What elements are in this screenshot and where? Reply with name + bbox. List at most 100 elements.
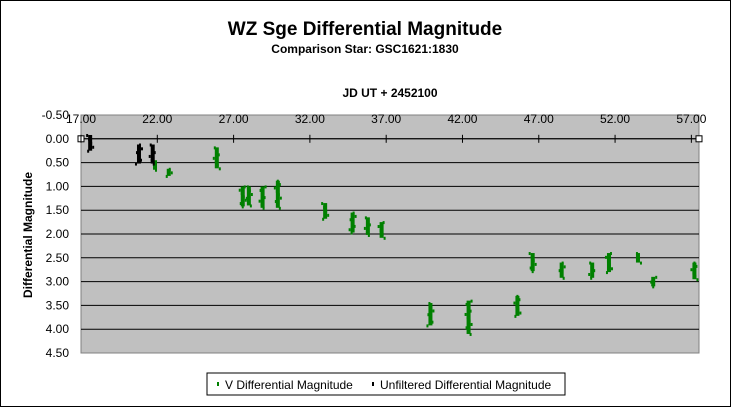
data-point <box>468 319 471 323</box>
data-point <box>426 324 429 328</box>
legend-box <box>206 372 566 396</box>
data-point <box>467 306 470 310</box>
data-point <box>241 205 244 209</box>
legend-marker-unfiltered <box>372 382 374 386</box>
data-band <box>428 303 433 326</box>
axis-end-marker-right <box>695 135 703 143</box>
data-point <box>561 261 564 265</box>
y-axis-title: Differential Magnitude <box>21 172 35 298</box>
data-point <box>153 151 156 155</box>
chart-title: WZ Sge Differential Magnitude <box>228 19 502 40</box>
series-0-cluster-9 <box>363 216 371 237</box>
data-point <box>368 223 371 227</box>
data-point <box>150 158 153 162</box>
series-0-cluster-4 <box>245 185 253 208</box>
data-point <box>513 301 516 305</box>
data-point <box>351 221 354 225</box>
data-band <box>559 262 564 278</box>
data-point <box>514 314 517 318</box>
x-axis-title: JD UT + 2452100 <box>342 86 437 100</box>
data-point <box>610 267 613 271</box>
data-point <box>274 200 277 204</box>
data-point <box>428 302 431 306</box>
data-point <box>464 312 467 316</box>
y-tick-label-4: 1.50 <box>46 203 70 217</box>
data-point <box>213 146 216 150</box>
data-point <box>88 137 91 141</box>
y-tick-label-1: 0.00 <box>46 132 70 146</box>
data-point <box>381 232 384 236</box>
data-point <box>465 326 468 330</box>
series-0-cluster-14 <box>528 252 537 274</box>
data-band <box>260 186 265 208</box>
legend-label-unfiltered: Unfiltered Differential Magnitude <box>380 378 552 392</box>
data-point <box>532 259 535 263</box>
data-point <box>528 252 531 256</box>
data-point <box>382 221 385 225</box>
data-point <box>467 329 470 333</box>
data-point <box>258 199 261 203</box>
data-point <box>377 225 380 229</box>
data-point <box>86 133 89 137</box>
data-point <box>591 265 594 269</box>
data-point <box>239 202 242 206</box>
data-point <box>652 285 655 289</box>
data-point <box>87 149 90 153</box>
y-tick-label-8: 3.50 <box>46 298 70 312</box>
data-point <box>562 276 565 280</box>
data-point <box>242 195 245 199</box>
data-point <box>276 203 279 207</box>
x-tick-label-4: 37.00 <box>371 112 401 126</box>
data-point <box>259 188 262 192</box>
data-band <box>692 262 697 280</box>
data-point <box>149 143 152 147</box>
x-tick-label-8: 57.00 <box>676 112 706 126</box>
data-point <box>212 156 215 160</box>
data-point <box>92 145 95 149</box>
data-point <box>604 255 607 259</box>
data-point <box>249 204 252 208</box>
data-point <box>327 213 330 217</box>
data-point <box>349 218 352 222</box>
data-point <box>170 171 173 175</box>
data-point <box>466 316 469 320</box>
data-band <box>651 276 656 287</box>
data-band <box>590 262 595 278</box>
data-point <box>516 294 519 298</box>
data-point <box>240 192 243 196</box>
data-point <box>637 256 640 260</box>
data-point <box>563 265 566 269</box>
data-point <box>247 200 250 204</box>
data-point <box>694 274 697 278</box>
data-point <box>135 151 138 155</box>
data-point <box>431 320 434 324</box>
data-band <box>246 186 251 206</box>
data-point <box>588 272 591 276</box>
x-tick-label-7: 52.00 <box>600 112 630 126</box>
data-point <box>275 189 278 193</box>
data-point <box>432 309 435 313</box>
data-point <box>518 298 521 302</box>
data-point <box>321 202 324 206</box>
data-point <box>429 316 432 320</box>
data-point <box>216 163 219 167</box>
y-tick-label-6: 2.50 <box>46 251 70 265</box>
data-point <box>605 271 608 275</box>
data-point <box>531 270 534 274</box>
x-tick-label-2: 27.00 <box>219 112 249 126</box>
data-point <box>639 261 642 265</box>
series-0-cluster-11 <box>426 302 435 328</box>
data-point <box>695 264 698 268</box>
data-point <box>238 188 241 192</box>
data-point <box>148 154 151 158</box>
legend-label-v: V Differential Magnitude <box>225 378 353 392</box>
data-point <box>137 154 140 158</box>
data-point <box>692 271 695 275</box>
data-point <box>262 206 265 210</box>
data-point <box>151 147 154 151</box>
data-band <box>166 168 171 176</box>
x-axis-line <box>77 134 703 143</box>
data-point <box>322 217 325 221</box>
series-0-cluster-12 <box>464 299 473 336</box>
